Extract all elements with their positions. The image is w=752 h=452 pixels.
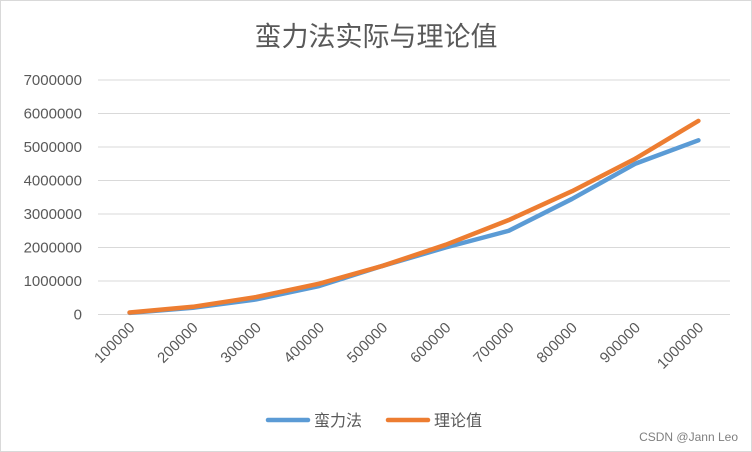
y-tick-label: 4000000 (24, 173, 82, 190)
x-tick-label: 600000 (407, 319, 454, 366)
gridlines (98, 79, 730, 315)
series-line-1 (127, 138, 701, 316)
x-tick-label: 900000 (597, 319, 644, 366)
legend-label: 理论值 (434, 411, 482, 430)
legend: 蛮力法 理论值 (265, 411, 482, 430)
legend-label: 蛮力法 (314, 411, 362, 430)
y-axis-ticks: 0 1000000 2000000 3000000 4000000 5000000 6000… (24, 72, 82, 324)
x-tick-label: 700000 (470, 319, 517, 366)
x-tick-label: 800000 (533, 319, 580, 366)
x-tick-label: 1000000 (654, 319, 707, 372)
x-tick-label: 500000 (344, 319, 391, 366)
watermark: CSDN @Jann Leo (639, 430, 738, 444)
series-line-2 (127, 118, 701, 315)
y-tick-label: 6000000 (24, 106, 82, 123)
x-tick-label: 300000 (217, 319, 264, 366)
x-tick-label: 400000 (281, 319, 328, 366)
y-tick-label: 3000000 (24, 206, 82, 223)
x-tick-label: 200000 (154, 319, 201, 366)
y-tick-label: 1000000 (24, 273, 82, 290)
x-axis-ticks: 100000 200000 300000 400000 500000 600000 7000… (91, 319, 707, 372)
y-tick-label: 7000000 (24, 72, 82, 89)
series-lines (127, 118, 701, 316)
x-tick-label: 100000 (91, 319, 138, 366)
y-tick-label: 0 (74, 307, 82, 324)
y-tick-label: 5000000 (24, 139, 82, 156)
y-tick-label: 2000000 (24, 240, 82, 257)
chart-title: 蛮力法实际与理论值 (255, 22, 498, 53)
